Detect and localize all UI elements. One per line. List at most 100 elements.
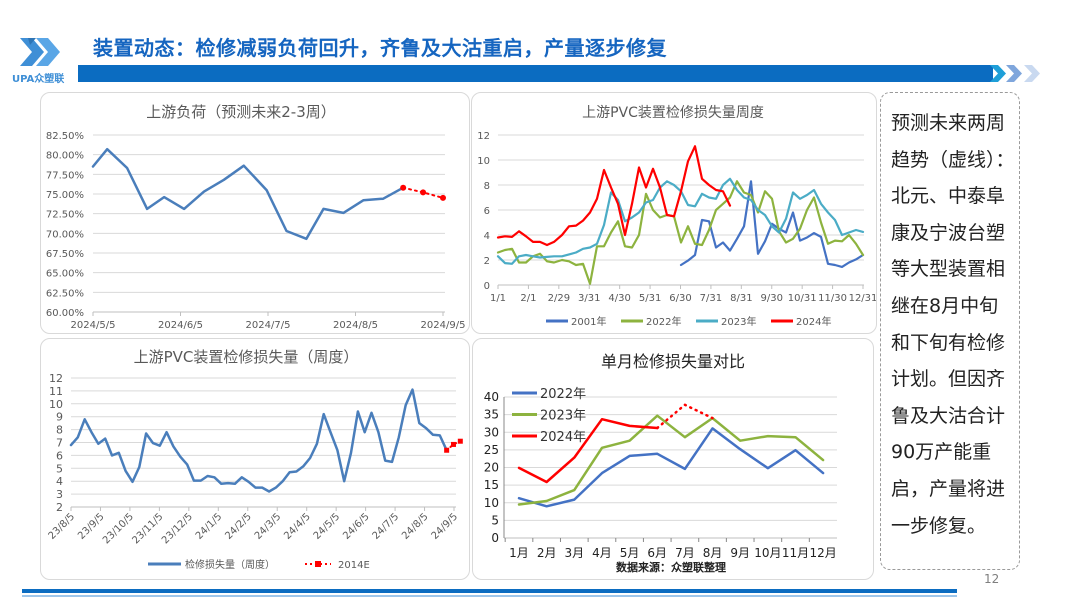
y-tick-label: 0 (491, 531, 499, 545)
forecast-point (440, 194, 446, 201)
y-tick-label: 15 (484, 478, 499, 492)
forecast-point (400, 184, 407, 191)
y-tick-label: 2 (56, 501, 63, 514)
chart-weekly-maintenance-by-year: 上游PVC装置检修损失量周度 0 2 4 6 8 10 12 1/1 2/1 2/29 3/31 4/3… (471, 92, 877, 334)
x-tick-label: 12/31 (849, 293, 876, 304)
x-tick-label: 2024/6/5 (158, 320, 203, 331)
chart-group: 上游PVC装置检修损失量（周度）2345678910111223/8/523/9… (47, 348, 463, 571)
legend-label: 2022年 (646, 315, 681, 328)
y-tick-label: 80.00% (46, 151, 84, 162)
x-tick-label: 9/30 (761, 293, 783, 304)
load-line (91, 147, 405, 241)
x-tick-label: 4/30 (608, 293, 630, 304)
y-tick-label: 7 (56, 437, 63, 450)
y-tick-label: 12 (49, 372, 63, 385)
y-tick-label: 6 (484, 206, 490, 217)
y-tick-label: 10 (477, 156, 490, 167)
x-tick-label: 24/9/5 (430, 511, 461, 542)
series-line-2024年 (496, 145, 732, 247)
legend-label: 2024年 (796, 315, 831, 328)
chevron-decoration-icon (990, 65, 1040, 82)
y-tick-label: 6 (56, 449, 63, 462)
y-tick-label: 30 (484, 425, 499, 439)
y-tick-label: 11 (49, 385, 63, 398)
legend-marker (315, 561, 321, 567)
x-tick-label: 8月 (703, 546, 723, 560)
x-tick-label: 1月 (509, 546, 529, 560)
x-tick-label: 7/31 (700, 293, 722, 304)
y-tick-label: 70.00% (46, 229, 84, 240)
note-line: 鲁及大沽合计 (891, 404, 1006, 427)
chart-group: 上游PVC装置检修损失量周度 0 2 4 6 8 10 12 1/1 2/1 2/29 3/31 4/3… (477, 105, 876, 328)
y-tick-label: 25 (484, 443, 499, 457)
logo-mark-icon: UPA众塑联 (12, 38, 64, 85)
y-tick-label: 4 (484, 231, 490, 242)
footer-line (22, 589, 957, 593)
legend-label: 2014E (338, 560, 370, 571)
y-tick-label: 35 (484, 408, 499, 422)
chart-upstream-load: 上游负荷（预测未来2-3周） 60.00% 62.50% 65.00% 67.50% 70… (40, 92, 470, 334)
chart-title: 上游PVC装置检修损失量周度 (582, 105, 764, 121)
forecast-point (450, 441, 456, 447)
y-tick-label: 75.00% (46, 190, 84, 201)
y-tick-label: 77.50% (46, 170, 84, 181)
x-tick-label: 23/8/5 (47, 511, 78, 542)
x-tick-label: 23/12/5 (160, 511, 195, 546)
x-tick-label: 24/5/5 (312, 511, 343, 542)
x-tick-label: 6/30 (669, 293, 691, 304)
x-tick-label: 12月 (810, 546, 837, 560)
forecast-point (444, 447, 450, 453)
y-tick-label: 12 (477, 131, 490, 142)
series-line-2024年 (517, 417, 659, 484)
y-tick-label: 82.50% (46, 131, 84, 142)
logo-text: UPA众塑联 (12, 72, 64, 85)
chart-weekly-maintenance: 上游PVC装置检修损失量（周度） 2 3 4 5 6 7 8 9 10 11 12 23/8/5 23/9… (40, 338, 470, 580)
x-tick-label: 23/10/5 (101, 511, 136, 546)
legend-label: 2023年 (721, 315, 756, 328)
page-title: 装置动态：检修减弱负荷回升，齐鲁及大沽重启，产量逐步修复 (93, 36, 667, 60)
x-tick-label: 10月 (754, 546, 781, 560)
series-line-2001年 (679, 180, 865, 268)
footer-line-light (22, 595, 957, 597)
x-tick-label: 2024/7/5 (246, 320, 291, 331)
legend-label: 检修损失量（周度） (185, 558, 275, 571)
chart-weekly-maintenance-by-year-svg: 上游PVC装置检修损失量周度 0 2 4 6 8 10 12 1/1 2/1 2/29 3/31 4/3… (477, 105, 876, 328)
y-tick-label: 8 (484, 181, 490, 192)
legend-label: 2024年 (540, 430, 586, 445)
x-tick-label: 24/8/5 (400, 511, 431, 542)
y-tick-label: 2 (484, 256, 490, 267)
legend-label: 2023年 (540, 409, 586, 424)
x-tick-label: 24/1/5 (194, 511, 225, 542)
data-source: 数据来源：众塑联整理 (616, 560, 726, 574)
maintenance-line (69, 388, 448, 493)
x-tick-label: 11/30 (818, 293, 847, 304)
note-line: 90万产能重 (891, 441, 992, 464)
x-tick-label: 10/31 (788, 293, 817, 304)
chart-monthly-maintenance-svg: 单月检修损失量对比 0 5 10 15 20 25 30 35 40 1月 2月 3月 4月 5月 6月 7月 8… (484, 352, 837, 574)
note-line: 等大型装置相 (891, 258, 1006, 281)
logo: UPA众塑联 (8, 30, 78, 85)
note-line: 计划。但因齐 (891, 368, 1006, 391)
forecast-point (420, 189, 427, 196)
chart-title: 上游负荷（预测未来2-3周） (146, 103, 336, 121)
x-tick-label: 3月 (564, 546, 584, 560)
note-line: 趋势（虚线）： (891, 148, 1015, 171)
chart-group: 上游负荷（预测未来2-3周） 60.00% 62.50% 65.00% 67.50% 70… (46, 103, 466, 331)
y-tick-label: 20 (484, 461, 499, 475)
y-tick-label: 60.00% (46, 308, 84, 319)
chart-weekly-maintenance-svg: 上游PVC装置检修损失量（周度）2345678910111223/8/523/9… (47, 348, 463, 571)
x-tick-label: 5/31 (639, 293, 661, 304)
chart-title: 单月检修损失量对比 (601, 352, 745, 371)
note-line: 康及宁波台塑 (891, 221, 1006, 244)
forecast-point (457, 438, 463, 444)
x-tick-label: 2024/8/5 (333, 320, 378, 331)
y-tick-label: 9 (56, 411, 63, 424)
legend-label: 2001年 (571, 315, 606, 328)
x-tick-label: 4月 (592, 546, 612, 560)
y-tick-label: 72.50% (46, 210, 84, 221)
series-line-2022年 (517, 427, 825, 508)
x-tick-label: 6月 (647, 546, 667, 560)
x-tick-label: 24/4/5 (282, 511, 313, 542)
note-line: 启，产量将进 (891, 477, 1006, 500)
title-bar (78, 65, 993, 82)
